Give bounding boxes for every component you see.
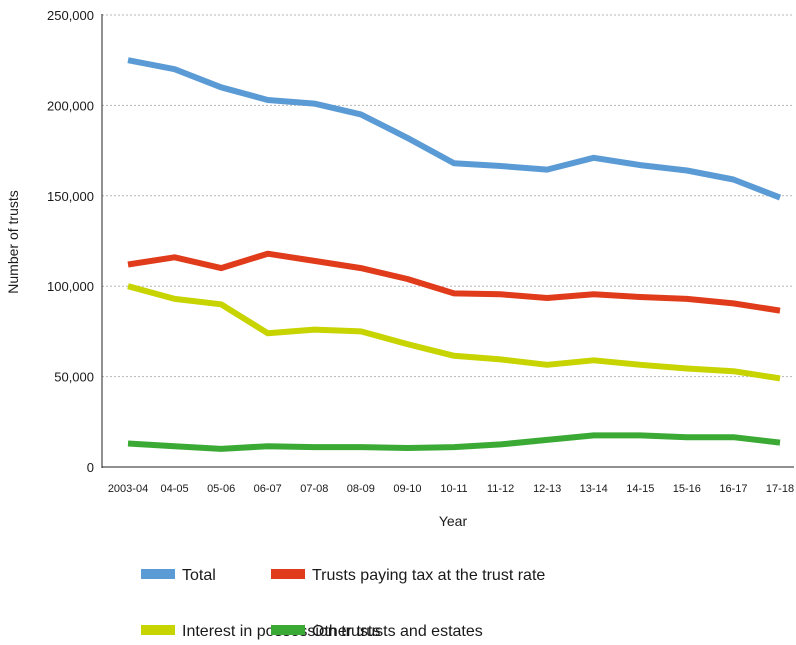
y-tick-label: 50,000 — [54, 370, 94, 385]
gridlines — [102, 14, 794, 378]
series-line-trusts-paying-tax-at-the-trust-rate — [127, 250, 781, 314]
x-tick-label: 11-12 — [487, 483, 514, 495]
x-tick-label: 14-15 — [626, 483, 654, 495]
legend: Total Trusts paying tax at the trust rate… — [141, 567, 545, 640]
x-tick-label: 15-16 — [673, 483, 701, 495]
y-tick-label: 0 — [87, 460, 94, 475]
series-line-other-trusts-and-estates — [127, 432, 781, 452]
x-tick-label: 2003-04 — [108, 483, 148, 495]
legend-swatch-other-trusts-and-estates — [271, 625, 305, 635]
x-tick-label: 07-08 — [300, 483, 328, 495]
axes — [101, 14, 794, 468]
series-line-total — [127, 57, 782, 201]
x-tick-label: 08-09 — [347, 483, 375, 495]
x-axis-title: Year — [439, 513, 468, 529]
x-tick-label: 04-05 — [161, 483, 189, 495]
x-tick-labels: 2003-04 04-05 05-06 06-07 07-08 08-09 09-10 10-… — [108, 483, 794, 495]
y-tick-label: 100,000 — [47, 279, 94, 294]
y-tick-label: 150,000 — [47, 189, 94, 204]
y-tick-label: 200,000 — [47, 98, 94, 113]
x-tick-label: 10-11 — [440, 483, 467, 495]
x-tick-label: 13-14 — [580, 483, 608, 495]
y-axis-title: Number of trusts — [5, 190, 21, 293]
x-tick-label: 12-13 — [533, 483, 561, 495]
legend-swatch-total — [141, 569, 175, 579]
y-tick-labels: 250,000 200,000 150,000 100,000 50,000 0 — [47, 8, 94, 475]
y-tick-label: 250,000 — [47, 8, 94, 23]
legend-label-total: Total — [182, 567, 216, 584]
x-tick-label: 17-18 — [766, 483, 794, 495]
legend-label-other-trusts-and-estates: Other trusts and estates — [312, 623, 483, 640]
x-tick-label: 05-06 — [207, 483, 235, 495]
x-tick-label: 06-07 — [254, 483, 282, 495]
series-line-interest-in-possession-trusts — [127, 283, 781, 382]
legend-label-trusts-paying-tax-at-the-trust-rate: Trusts paying tax at the trust rate — [312, 567, 545, 584]
legend-swatch-trusts-paying-tax-at-the-trust-rate — [271, 569, 305, 579]
legend-swatch-interest-in-possession-trusts — [141, 625, 175, 635]
series-lines — [127, 57, 782, 452]
x-tick-label: 16-17 — [719, 483, 747, 495]
x-tick-label: 09-10 — [393, 483, 421, 495]
